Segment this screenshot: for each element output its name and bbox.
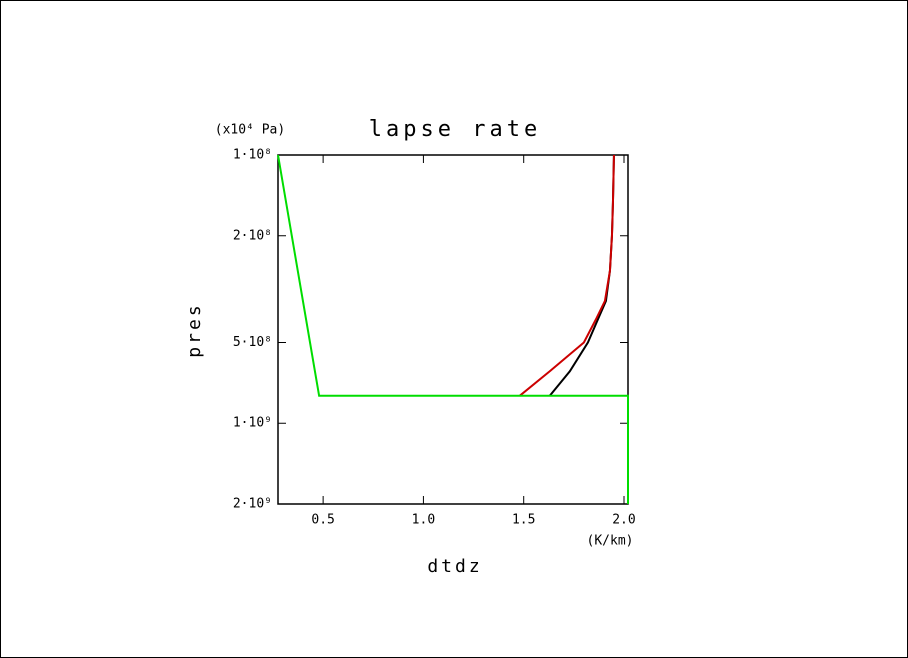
y-tick-label: 1·10⁹: [233, 416, 272, 431]
x-tick-label: 0.5: [311, 513, 334, 528]
x-tick-label: 1.0: [412, 513, 435, 528]
y-axis-label: pres: [184, 302, 205, 357]
y-tick-label: 2·10⁹: [233, 497, 272, 512]
chart-title: lapse rate: [369, 117, 541, 142]
line: [277, 154, 629, 504]
line: [549, 154, 615, 397]
plot-frame: [277, 154, 629, 505]
y-tick-label: 1·10⁸: [233, 148, 272, 163]
line: [519, 154, 615, 397]
x-tick-label: 1.5: [512, 513, 535, 528]
x-unit: (K/km): [587, 534, 634, 549]
x-axis-label: dtdz: [427, 556, 482, 577]
y-unit: (x10⁴ Pa): [215, 123, 285, 138]
y-tick-label: 2·10⁸: [233, 228, 272, 243]
x-tick-label: 2.0: [612, 513, 635, 528]
y-tick-label: 5·10⁸: [233, 335, 272, 350]
